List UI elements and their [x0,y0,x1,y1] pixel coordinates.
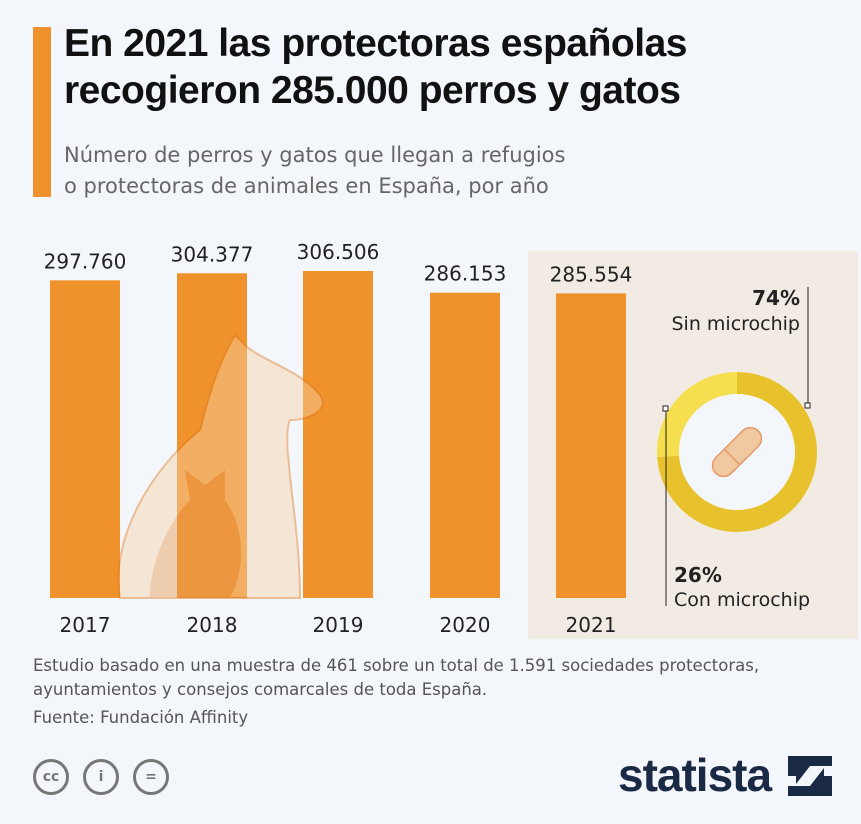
microchip-capsule-icon [711,426,763,478]
year-tick-label: 2020 [440,613,491,637]
bar-value-label: 304.377 [171,242,254,266]
donut-label-sin-name: Sin microchip [671,313,800,335]
donut-slice-1 [657,372,737,458]
dog-cat-silhouette [117,333,324,599]
statista-logo[interactable]: statista [618,749,772,801]
donut-label-sin-pct: 74% [752,286,800,310]
source: Fuente: Fundación Affinity [33,708,249,727]
bar-2021 [556,293,626,598]
donut-label-con-pct: 26% [674,563,722,587]
callout-lines [662,287,811,606]
by-icon[interactable]: i [83,759,119,795]
bar-2018 [177,273,247,598]
cc-icon[interactable]: cc [33,759,69,795]
bar-2019 [303,271,373,598]
bar-2020 [430,292,500,598]
accent-bar [33,27,51,197]
bar-value-label: 297.760 [44,249,127,273]
footnote: Estudio basado en una muestra de 461 sob… [33,656,760,699]
year-tick-label: 2021 [566,613,617,637]
year-tick-label: 2019 [313,613,364,637]
nd-icon[interactable]: = [133,759,169,795]
donut-label-con-name: Con microchip [674,589,810,611]
chart-subtitle: Número de perros y gatos que llegan a re… [64,143,566,198]
year-tick-label: 2017 [60,613,111,637]
bar-value-label: 285.554 [550,262,633,286]
bar-2017 [50,280,120,598]
statista-logo-mark-icon [788,756,832,796]
bar-value-label: 286.153 [424,262,507,286]
bar-value-label: 306.506 [297,240,380,264]
year-tick-label: 2018 [187,613,238,637]
chart-title: En 2021 las protectoras españolas recogi… [64,22,687,112]
